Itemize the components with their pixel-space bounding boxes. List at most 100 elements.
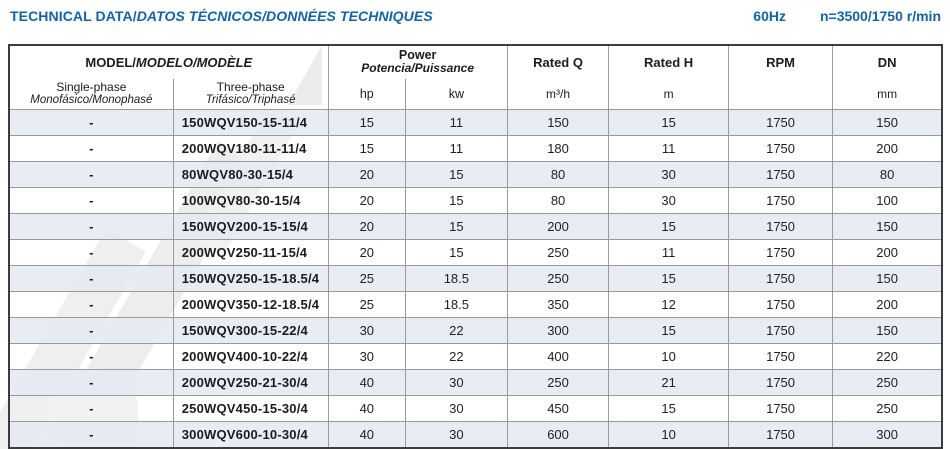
- cell-rated-q: 450: [506, 395, 610, 422]
- cell-kw: 15: [405, 161, 508, 188]
- cell-rated-q: 300: [506, 317, 610, 344]
- header-three-phase: Three-phase Trifásico/Triphasé: [172, 78, 329, 110]
- cell-rpm: 1750: [727, 291, 834, 318]
- cell-dn: 220: [832, 343, 943, 370]
- header-rated-h: Rated H m: [608, 44, 729, 110]
- header-model-group-translations: MODELO/MODÈLE: [135, 54, 253, 70]
- cell-single-phase: -: [8, 109, 174, 136]
- table-row: -300WQV600-10-30/4 40 30 600 10 1750 300: [8, 421, 943, 448]
- cell-kw: 15: [405, 239, 508, 266]
- cell-hp: 25: [327, 265, 407, 292]
- cell-single-phase: -: [8, 343, 174, 370]
- cell-single-phase: -: [8, 421, 174, 448]
- cell-rpm: 1750: [727, 317, 834, 344]
- header-model-group: MODEL/MODELO/MODÈLE: [8, 44, 329, 79]
- cell-dn: 80: [832, 161, 943, 188]
- header-hp: hp: [327, 78, 407, 110]
- cell-rpm: 1750: [727, 265, 834, 292]
- table-row: -200WQV250-21-30/4 40 30 250 21 1750 250: [8, 369, 943, 396]
- header-rated-h-unit: m: [663, 87, 674, 101]
- cell-kw: 22: [405, 343, 508, 370]
- cell-kw: 30: [405, 421, 508, 448]
- cell-rated-h: 12: [608, 291, 729, 318]
- table-row: -200WQV400-10-22/4 30 22 400 10 1750 220: [8, 343, 943, 370]
- cell-hp: 20: [327, 213, 407, 240]
- cell-rated-q: 200: [506, 213, 610, 240]
- cell-kw: 11: [405, 109, 508, 136]
- header-rpm-unit: [729, 79, 832, 109]
- cell-rated-h: 15: [608, 109, 729, 136]
- cell-kw: 11: [405, 135, 508, 162]
- cell-model-name: 200WQV400-10-22/4: [172, 343, 329, 370]
- cell-single-phase: -: [8, 369, 174, 396]
- cell-model-name: 200WQV250-21-30/4: [172, 369, 329, 396]
- cell-model-name: 150WQV250-15-18.5/4: [172, 265, 329, 292]
- cell-rpm: 1750: [727, 109, 834, 136]
- table-header: MODEL/MODELO/MODÈLE Power Potencia/Puiss…: [8, 44, 943, 110]
- cell-rated-h: 11: [608, 135, 729, 162]
- cell-rated-h: 15: [608, 395, 729, 422]
- header-dn: DN mm: [832, 44, 943, 110]
- table-row: -200WQV180-11-11/4 15 11 180 11 1750 200: [8, 135, 943, 162]
- header-single-phase-translations: Monofásico/Monophasé: [30, 94, 153, 107]
- cell-single-phase: -: [8, 395, 174, 422]
- header-kw: kw: [405, 78, 508, 110]
- cell-rpm: 1750: [727, 161, 834, 188]
- cell-kw: 30: [405, 369, 508, 396]
- cell-hp: 20: [327, 161, 407, 188]
- cell-dn: 300: [832, 421, 943, 448]
- cell-rpm: 1750: [727, 343, 834, 370]
- cell-dn: 150: [832, 265, 943, 292]
- cell-rated-h: 15: [608, 213, 729, 240]
- table-body: -150WQV150-15-11/4 15 11 150 15 1750 150-200WQ…: [8, 109, 943, 448]
- cell-model-name: 250WQV450-15-30/4: [172, 395, 329, 422]
- header-rpm-label: RPM: [766, 55, 795, 70]
- cell-dn: 150: [832, 317, 943, 344]
- cell-rpm: 1750: [727, 187, 834, 214]
- cell-rated-h: 15: [608, 317, 729, 344]
- cell-rpm: 1750: [727, 395, 834, 422]
- cell-kw: 15: [405, 213, 508, 240]
- table-row: -100WQV80-30-15/4 20 15 80 30 1750 100: [8, 187, 943, 214]
- cell-rated-q: 400: [506, 343, 610, 370]
- cell-single-phase: -: [8, 161, 174, 188]
- table-row: -80WQV80-30-15/4 20 15 80 30 1750 80: [8, 161, 943, 188]
- cell-rpm: 1750: [727, 239, 834, 266]
- header-single-phase-label: Single-phase: [56, 80, 127, 95]
- cell-model-name: 150WQV300-15-22/4: [172, 317, 329, 344]
- header-rated-h-label: Rated H: [644, 55, 694, 70]
- cell-rated-q: 150: [506, 109, 610, 136]
- table-row: -200WQV250-11-15/4 20 15 250 11 1750 200: [8, 239, 943, 266]
- header-power-translations: Potencia/Puissance: [361, 61, 474, 76]
- cell-hp: 40: [327, 395, 407, 422]
- cell-rated-q: 180: [506, 135, 610, 162]
- header-rated-q-label: Rated Q: [533, 55, 583, 70]
- cell-kw: 15: [405, 187, 508, 214]
- cell-dn: 100: [832, 187, 943, 214]
- cell-model-name: 150WQV150-15-11/4: [172, 109, 329, 136]
- cell-rpm: 1750: [727, 135, 834, 162]
- cell-dn: 250: [832, 395, 943, 422]
- cell-rated-h: 10: [608, 421, 729, 448]
- cell-model-name: 200WQV250-11-15/4: [172, 239, 329, 266]
- cell-rated-q: 250: [506, 369, 610, 396]
- cell-single-phase: -: [8, 291, 174, 318]
- cell-rated-h: 15: [608, 265, 729, 292]
- cell-rated-h: 10: [608, 343, 729, 370]
- cell-rated-q: 80: [506, 161, 610, 188]
- header-rated-q-unit: m³/h: [546, 87, 571, 101]
- cell-rated-q: 600: [506, 421, 610, 448]
- header-model-group-main: MODEL/: [85, 54, 136, 70]
- cell-hp: 25: [327, 291, 407, 318]
- cell-model-name: 150WQV200-15-15/4: [172, 213, 329, 240]
- cell-hp: 20: [327, 239, 407, 266]
- cell-dn: 150: [832, 213, 943, 240]
- cell-model-name: 200WQV350-12-18.5/4: [172, 291, 329, 318]
- frequency-value: 60Hz: [753, 8, 786, 24]
- table-row: -150WQV150-15-11/4 15 11 150 15 1750 150: [8, 109, 943, 136]
- cell-hp: 40: [327, 421, 407, 448]
- cell-rated-h: 30: [608, 161, 729, 188]
- header-power-label: Power: [398, 48, 437, 63]
- cell-dn: 150: [832, 109, 943, 136]
- table-row: -150WQV200-15-15/4 20 15 200 15 1750 150: [8, 213, 943, 240]
